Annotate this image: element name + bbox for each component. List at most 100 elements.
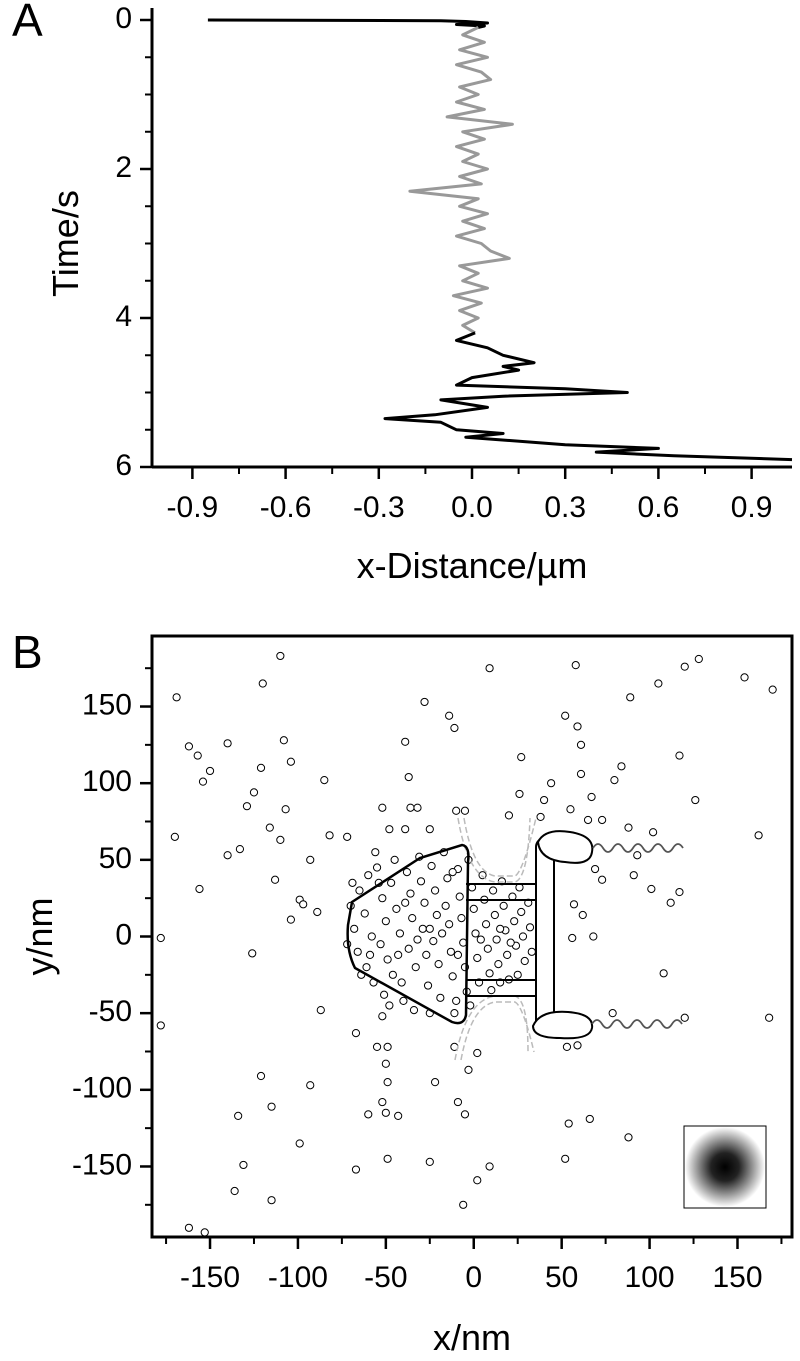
point <box>608 1009 617 1018</box>
point <box>473 1048 482 1058</box>
point <box>413 803 422 812</box>
point <box>564 1119 573 1128</box>
point <box>452 806 461 815</box>
point <box>279 736 288 745</box>
point <box>576 740 586 749</box>
point <box>527 947 536 956</box>
point <box>430 1078 440 1087</box>
point <box>343 832 352 841</box>
point <box>536 812 545 822</box>
y-tick-label: -150 <box>72 1148 132 1181</box>
x-tick-label: 0.6 <box>638 491 680 524</box>
point <box>432 910 441 920</box>
point <box>385 1001 394 1010</box>
point <box>633 851 642 860</box>
point <box>473 953 482 963</box>
point <box>170 832 179 841</box>
point <box>675 751 684 760</box>
point <box>510 917 519 926</box>
point <box>395 929 405 938</box>
point <box>452 996 461 1005</box>
point <box>487 986 496 995</box>
point <box>488 886 498 895</box>
point <box>286 915 296 924</box>
point <box>184 742 194 751</box>
point <box>654 679 663 688</box>
point <box>258 679 267 688</box>
panel-label: B <box>12 626 43 678</box>
point <box>248 949 257 958</box>
y-tick-label: 0 <box>115 918 132 951</box>
x-tick-label: -100 <box>268 1261 328 1294</box>
x-tick-label: 0.0 <box>451 491 493 524</box>
point <box>383 1078 392 1087</box>
point <box>372 863 382 872</box>
x-tick-label: 0 <box>465 1261 482 1294</box>
point <box>445 920 454 929</box>
point <box>476 935 485 944</box>
point <box>499 901 508 910</box>
point <box>517 753 526 762</box>
y-tick-label: -50 <box>89 995 132 1028</box>
point <box>383 1154 392 1163</box>
point <box>355 886 364 895</box>
point <box>276 651 285 661</box>
membrane-dashes <box>454 817 537 1061</box>
point <box>422 950 431 959</box>
point <box>561 711 570 720</box>
point <box>436 993 445 1002</box>
point <box>483 944 492 953</box>
point <box>629 871 638 880</box>
point <box>406 803 415 812</box>
point <box>448 972 457 981</box>
point <box>450 723 459 733</box>
point <box>399 996 408 1005</box>
point <box>675 887 684 897</box>
point <box>666 898 675 907</box>
point <box>504 811 514 820</box>
inset-spot <box>685 1127 765 1207</box>
point <box>198 777 208 786</box>
trace <box>383 331 793 462</box>
point <box>256 763 266 772</box>
point <box>402 868 412 877</box>
point <box>569 900 579 909</box>
point <box>404 944 413 953</box>
point <box>156 933 165 943</box>
point <box>387 878 396 887</box>
point <box>205 766 215 776</box>
point <box>624 1133 633 1142</box>
point <box>394 950 403 959</box>
point <box>364 871 373 880</box>
point <box>156 1021 165 1030</box>
point <box>276 835 285 845</box>
point <box>348 878 357 887</box>
point <box>184 1223 194 1232</box>
point <box>448 868 457 877</box>
point <box>320 776 329 785</box>
point <box>539 795 549 805</box>
point <box>520 956 529 966</box>
point <box>485 969 494 978</box>
trace <box>408 26 514 335</box>
point <box>390 855 399 864</box>
point <box>694 654 703 664</box>
point <box>378 894 387 903</box>
point <box>365 950 375 959</box>
point <box>230 1186 239 1196</box>
point <box>446 947 456 956</box>
point <box>416 877 426 886</box>
y-tick-label: 4 <box>115 300 132 333</box>
point <box>353 947 362 956</box>
point <box>394 1111 403 1120</box>
x-tick-label: -0.3 <box>353 491 405 524</box>
point <box>397 978 406 987</box>
x-tick-label: -50 <box>364 1261 407 1294</box>
point <box>459 1200 468 1209</box>
point <box>388 970 397 979</box>
point <box>409 1005 419 1015</box>
point <box>490 910 499 920</box>
point <box>376 940 385 949</box>
point <box>503 950 512 959</box>
point <box>313 907 322 917</box>
